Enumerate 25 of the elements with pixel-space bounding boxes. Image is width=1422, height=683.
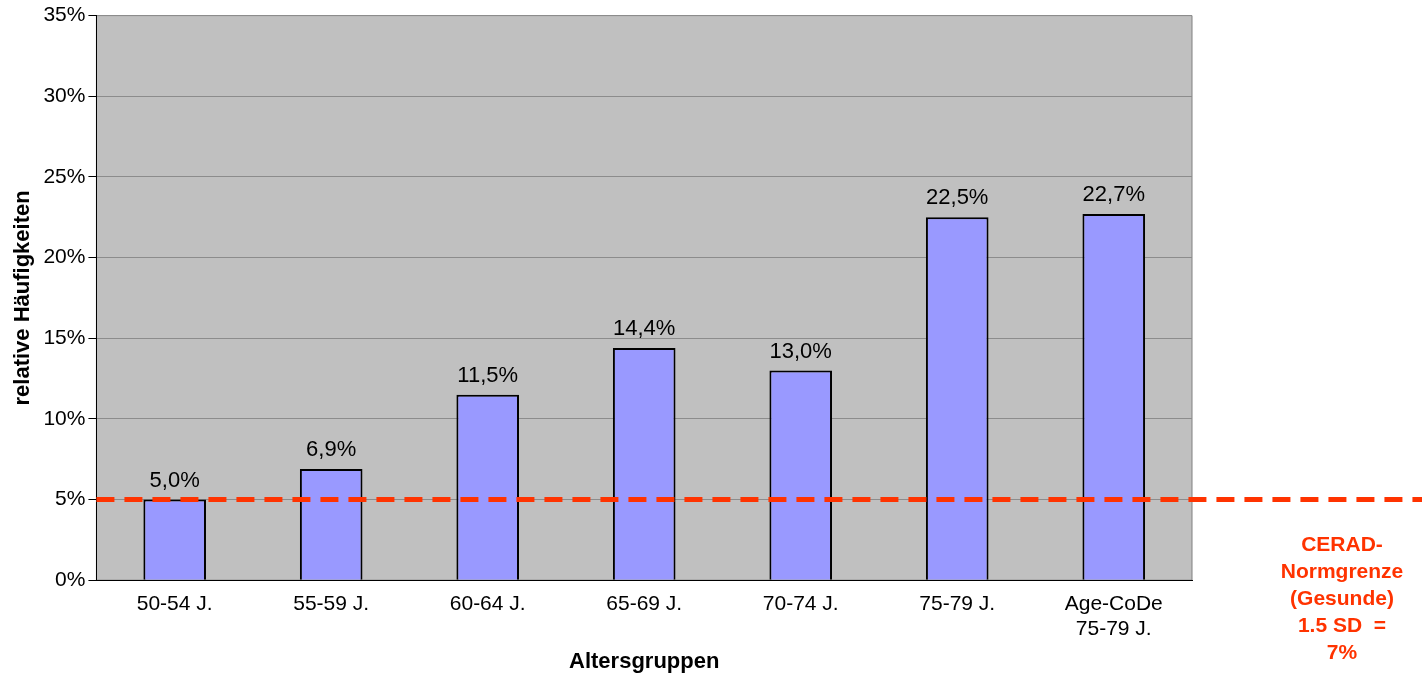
- data-label: 5,0%: [149, 466, 200, 492]
- x-tick-label: Age-CoDe 75-79 J.: [1064, 590, 1163, 639]
- data-label: 11,5%: [457, 361, 519, 387]
- data-label: 22,7%: [1082, 181, 1145, 207]
- y-tick-label: 30%: [43, 83, 86, 107]
- x-tick-label: 50-54 J.: [136, 590, 213, 614]
- y-tick-label: 5%: [55, 486, 86, 510]
- data-label: 6,9%: [306, 435, 357, 461]
- x-tick-label: 55-59 J.: [293, 590, 370, 614]
- y-tick-label: 0%: [55, 567, 86, 590]
- x-tick-label: 65-69 J.: [606, 590, 683, 614]
- data-label: 22,5%: [926, 184, 989, 210]
- data-label: 13,0%: [769, 337, 832, 363]
- y-tick-label: 25%: [43, 163, 86, 187]
- y-tick-label: 35%: [43, 2, 86, 26]
- x-axis-title: Altersgruppen: [569, 647, 720, 673]
- x-tick-label: 70-74 J.: [762, 590, 839, 614]
- y-tick-label: 20%: [43, 244, 86, 268]
- y-tick-label: 15%: [43, 325, 86, 349]
- x-tick-label: 60-64 J.: [449, 590, 526, 614]
- text: CERAD- Normgrenze (Gesunde) 1.5 SD = 7%: [1280, 532, 1404, 664]
- data-label: 14,4%: [613, 314, 676, 340]
- x-tick-label: 75-79 J.: [919, 590, 996, 614]
- y-tick-label: 10%: [43, 405, 86, 429]
- y-axis-title: relative Häufigkeiten: [9, 190, 35, 406]
